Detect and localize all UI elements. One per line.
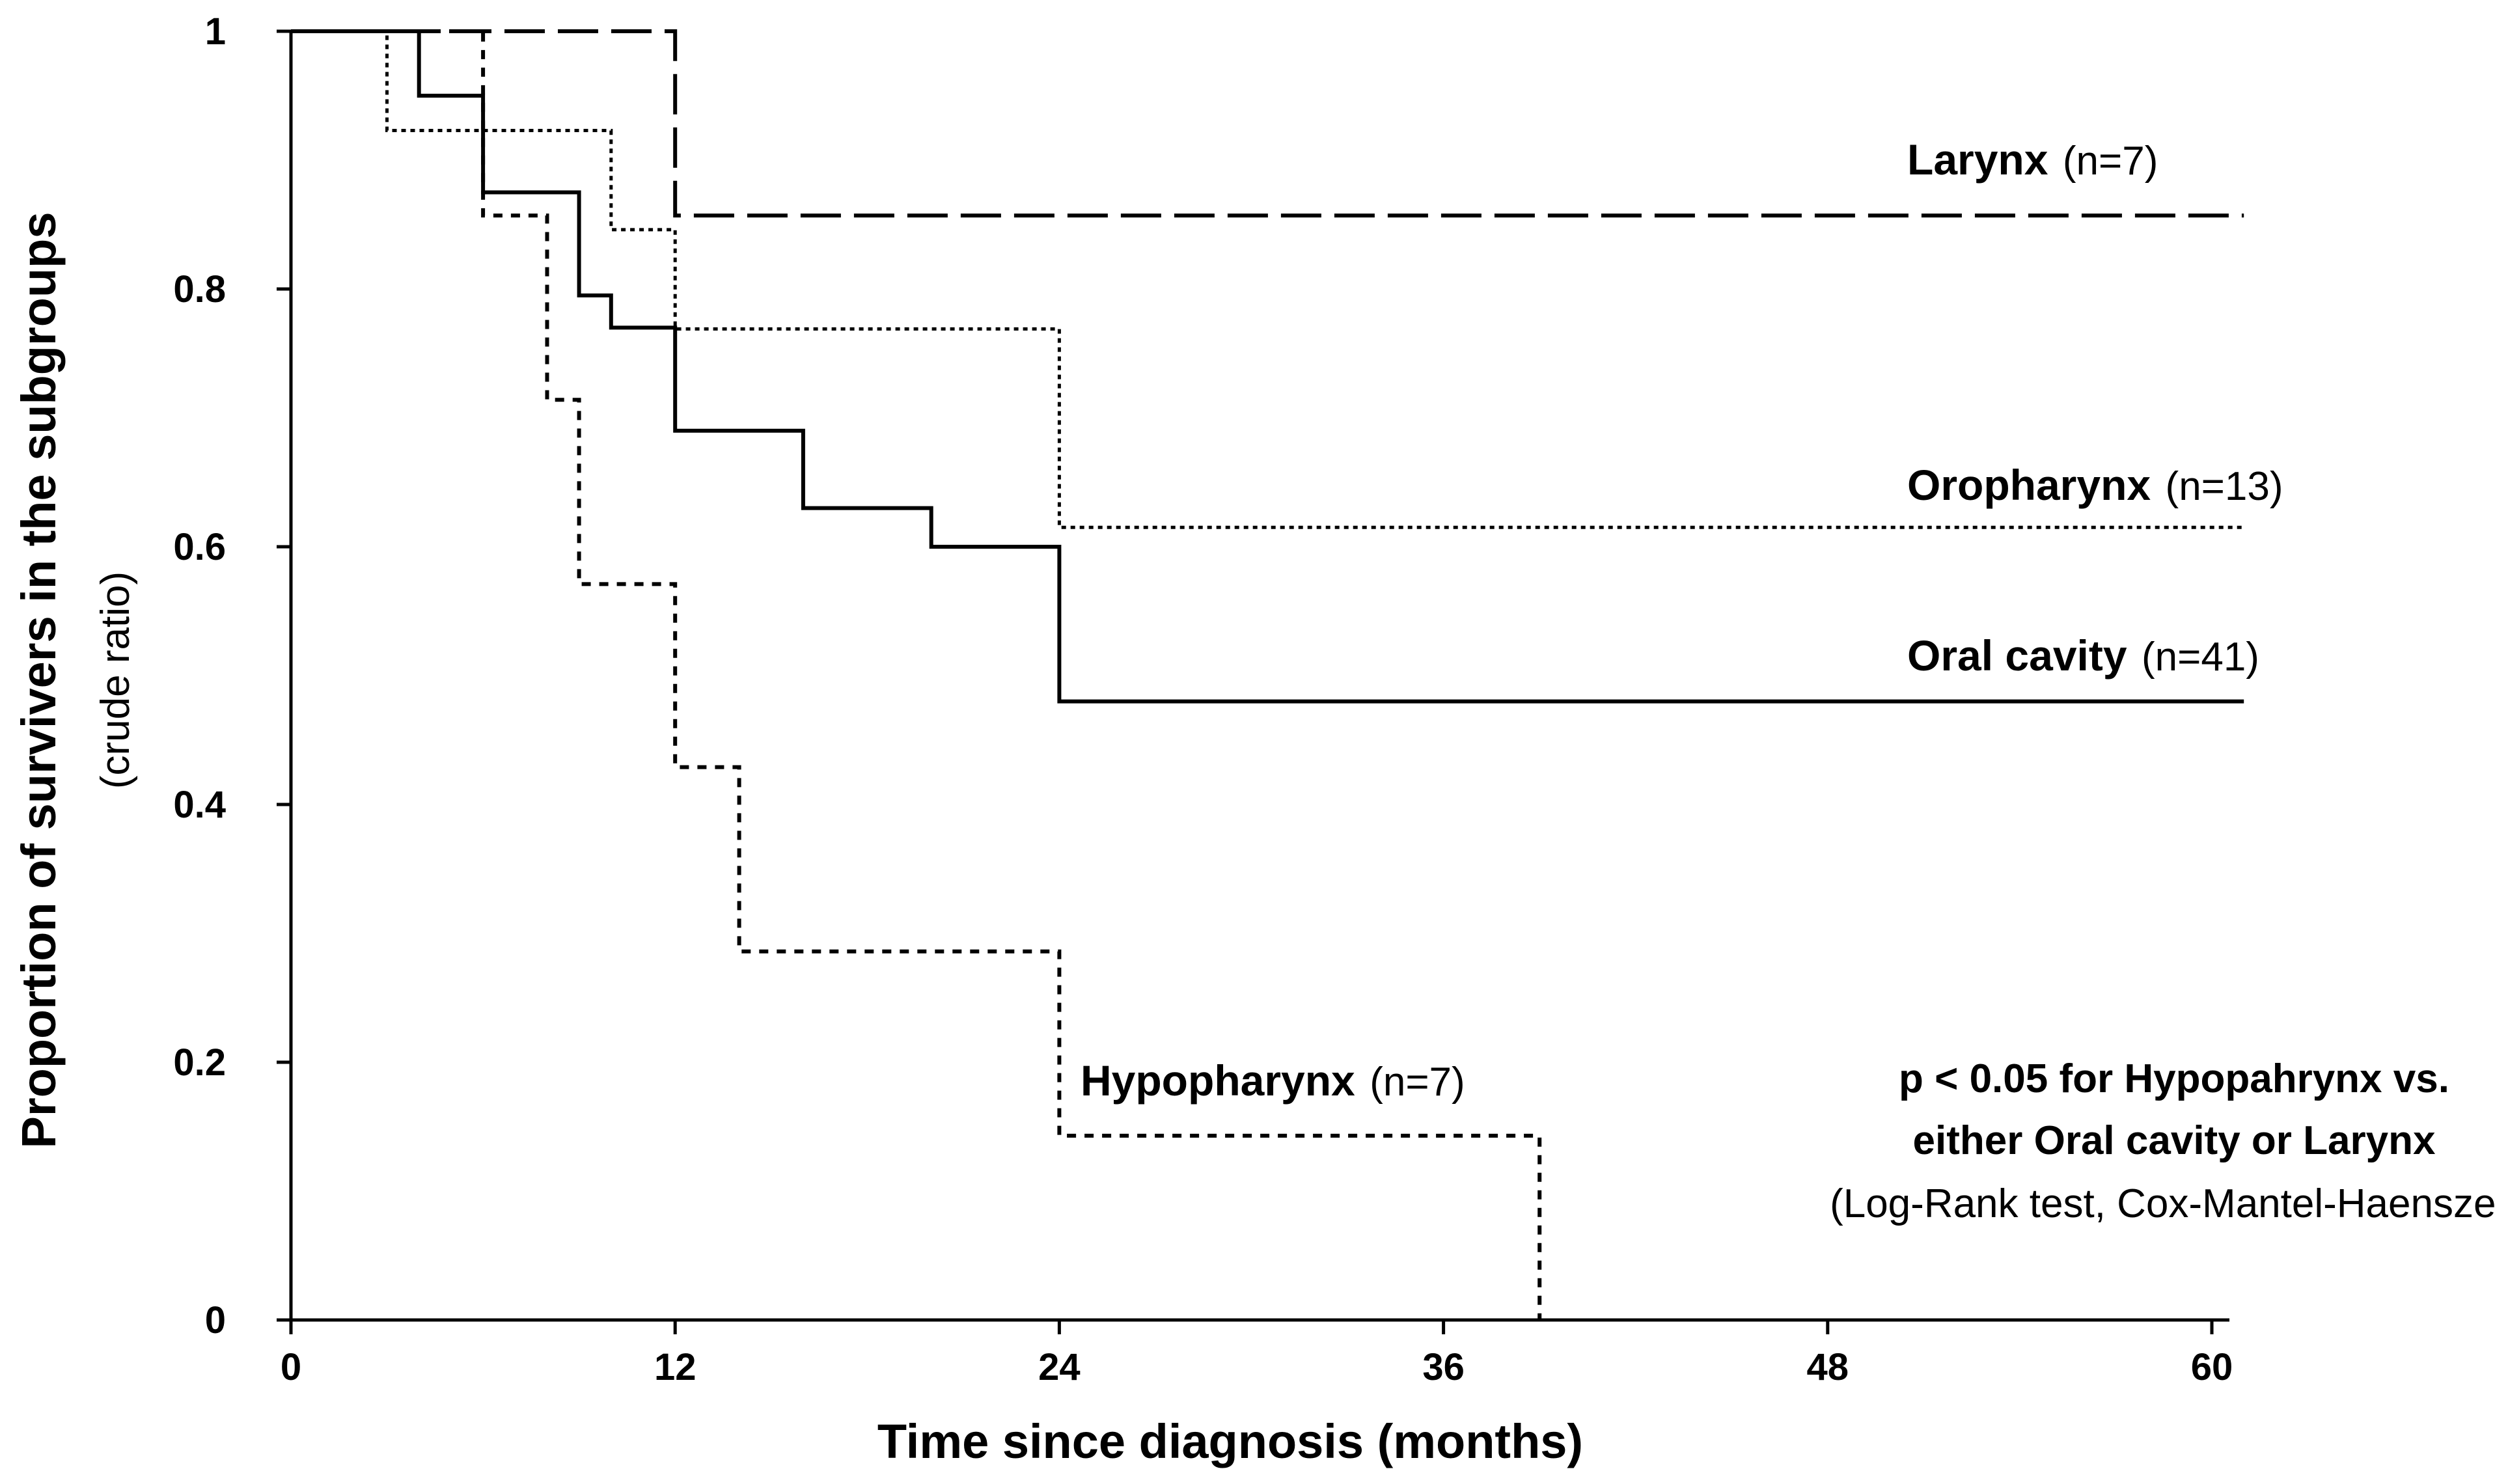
note-line-2: either Oral cavity or Larynx bbox=[1913, 1118, 2436, 1163]
note-line-3: (Log-Rank test, Cox-Mantel-Haenszel) bbox=[1830, 1181, 2495, 1226]
label-larynx-n: (n=7) bbox=[2063, 139, 2158, 184]
y-tick-label: 1 bbox=[205, 10, 226, 53]
label-hypopharynx-n: (n=7) bbox=[1370, 1060, 1465, 1105]
x-axis-title: Time since diagnosis (months) bbox=[877, 1414, 1583, 1468]
y-tick-label: 0.8 bbox=[173, 268, 226, 310]
label-hypopharynx: Hypopharynx (n=7) bbox=[1081, 1056, 1465, 1105]
y-axis-subtitle-group: (crude ratio) bbox=[93, 571, 138, 789]
y-axis-subtitle: (crude ratio) bbox=[93, 571, 138, 789]
y-axis-ticks: 0 0.2 0.4 0.6 0.8 1 bbox=[173, 10, 291, 1341]
label-larynx: Larynx (n=7) bbox=[1907, 135, 2158, 184]
x-tick-label: 60 bbox=[2191, 1346, 2233, 1388]
y-tick-label: 0.6 bbox=[173, 526, 226, 568]
curve-hypopharynx bbox=[291, 29, 1542, 1320]
label-oropharynx: Oropharynx (n=13) bbox=[1907, 461, 2283, 509]
label-oropharynx-name: Oropharynx bbox=[1907, 461, 2151, 509]
x-axis-ticks: 0 12 24 36 48 60 bbox=[281, 1320, 2233, 1388]
survival-curves bbox=[291, 29, 2244, 1320]
x-tick-label: 0 bbox=[281, 1346, 301, 1388]
y-tick-label: 0 bbox=[205, 1299, 226, 1341]
x-tick-label: 24 bbox=[1038, 1346, 1081, 1388]
label-oral-cavity-n: (n=41) bbox=[2142, 635, 2259, 680]
label-oral-cavity-name: Oral cavity bbox=[1907, 631, 2127, 680]
y-axis-title: Proportion of survivers in the subgroups bbox=[12, 212, 66, 1148]
curve-oral-cavity bbox=[291, 29, 2244, 704]
note-line-1: p < 0.05 for Hypopahrynx vs. bbox=[1899, 1056, 2449, 1101]
y-axis-title-group: Proportion of survivers in the subgroups bbox=[12, 212, 66, 1148]
label-larynx-name: Larynx bbox=[1907, 135, 2048, 184]
label-oropharynx-n: (n=13) bbox=[2166, 464, 2283, 509]
y-tick-label: 0.4 bbox=[173, 784, 226, 826]
label-oral-cavity: Oral cavity (n=41) bbox=[1907, 631, 2259, 680]
x-tick-label: 48 bbox=[1807, 1346, 1849, 1388]
x-tick-label: 36 bbox=[1422, 1346, 1465, 1388]
y-tick-label: 0.2 bbox=[173, 1041, 226, 1084]
curve-oropharynx bbox=[291, 29, 2244, 529]
x-tick-label: 12 bbox=[654, 1346, 696, 1388]
label-hypopharynx-name: Hypopharynx bbox=[1081, 1056, 1355, 1105]
curve-larynx bbox=[291, 29, 2244, 218]
